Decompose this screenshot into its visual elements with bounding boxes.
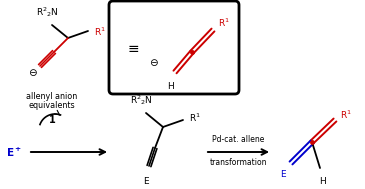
Text: $\mathbf{1}$: $\mathbf{1}$ [48, 113, 56, 125]
Text: $\mathregular{H}$: $\mathregular{H}$ [167, 80, 175, 91]
Text: $\mathregular{E}$: $\mathregular{E}$ [143, 175, 150, 186]
Text: $\mathregular{R^1}$: $\mathregular{R^1}$ [218, 17, 230, 29]
Text: allenyl anion: allenyl anion [26, 92, 78, 101]
Text: $\ominus$: $\ominus$ [149, 57, 159, 67]
Text: $\mathregular{E^+}$: $\mathregular{E^+}$ [6, 146, 22, 159]
Text: $\mathregular{H}$: $\mathregular{H}$ [319, 175, 327, 186]
Text: $\equiv$: $\equiv$ [124, 41, 139, 55]
Text: equivalents: equivalents [29, 101, 75, 110]
Text: Pd-cat. allene: Pd-cat. allene [212, 135, 264, 144]
Text: $\mathregular{R^1}$: $\mathregular{R^1}$ [189, 112, 201, 124]
Text: $\mathregular{E}$: $\mathregular{E}$ [280, 168, 288, 179]
Text: $\mathregular{R^2{}_2N}$: $\mathregular{R^2{}_2N}$ [36, 5, 58, 19]
Text: $\mathregular{R^1}$: $\mathregular{R^1}$ [340, 109, 352, 121]
Text: $\mathregular{R^1}$: $\mathregular{R^1}$ [94, 26, 106, 38]
Text: transformation: transformation [209, 158, 267, 167]
FancyBboxPatch shape [109, 1, 239, 94]
Text: $\mathregular{R^2{}_2N}$: $\mathregular{R^2{}_2N}$ [130, 93, 153, 107]
Text: $\ominus$: $\ominus$ [28, 67, 38, 78]
